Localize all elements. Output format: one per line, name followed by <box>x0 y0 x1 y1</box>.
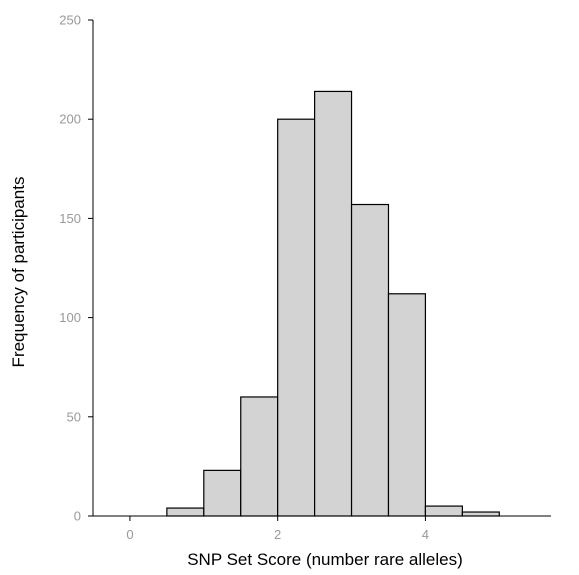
histogram-bar-6 <box>387 293 427 517</box>
x-axis-title: SNP Set Score (number rare alleles) <box>187 550 463 569</box>
histogram-bar-7 <box>424 505 463 517</box>
x-tick-label: 0 <box>126 527 133 542</box>
y-tick-label: 0 <box>74 509 81 524</box>
y-tick-label: 50 <box>67 409 81 424</box>
histogram-bars <box>129 90 544 517</box>
histogram-bar-5 <box>350 203 390 517</box>
y-tick-label: 250 <box>59 13 81 28</box>
x-tick-label: 4 <box>422 527 429 542</box>
histogram-bar-8 <box>461 511 500 517</box>
y-tick-label: 150 <box>59 211 81 226</box>
y-axis: 0 50 100 150 200 250 <box>59 13 94 524</box>
x-axis: 0 2 4 <box>93 515 551 542</box>
histogram-bar-1 <box>203 469 242 517</box>
y-axis-title: Frequency of participants <box>9 177 28 368</box>
y-tick-label: 200 <box>59 112 81 127</box>
histogram-bar-2 <box>240 396 279 517</box>
histogram-bar-4 <box>314 90 353 517</box>
y-tick-label: 100 <box>59 310 81 325</box>
histogram-bar-3 <box>277 118 316 517</box>
histogram-bar-0 <box>166 507 205 517</box>
x-tick-label: 2 <box>274 527 281 542</box>
